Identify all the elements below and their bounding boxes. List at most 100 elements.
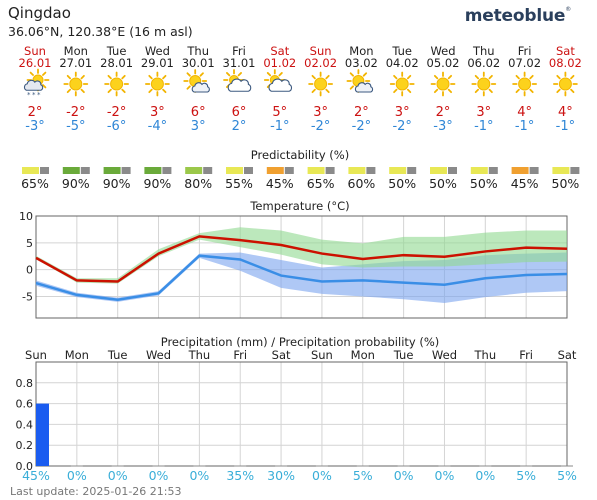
cloud-sun-icon — [223, 69, 252, 92]
cloud-glyph — [354, 82, 374, 93]
predictability-bar-rest — [40, 167, 49, 174]
sun-glyph — [471, 71, 497, 97]
sun-icon — [104, 71, 130, 97]
predictability-value: 90% — [62, 176, 90, 191]
predictability-bar — [144, 167, 162, 174]
precip-probability: 35% — [226, 468, 254, 483]
temp-max: 4° — [558, 105, 573, 120]
max-temp-line — [35, 235, 568, 283]
predictability-bar — [226, 167, 243, 174]
predictability-value: 55% — [225, 176, 253, 191]
predictability-bar-rest — [80, 167, 90, 174]
cloud-sun-icon — [263, 69, 293, 92]
predictability-bar — [103, 167, 121, 174]
brand-logo-mark: ® — [565, 6, 571, 13]
location-coordinates: 36.06°N, 120.38°E (16 m asl) — [8, 24, 193, 39]
sun-glyph — [430, 71, 456, 97]
temp-min: 2° — [232, 119, 247, 134]
predictability-value: 45% — [266, 176, 294, 191]
sun-icon — [389, 71, 415, 97]
precip-probability: 0% — [394, 468, 414, 483]
precip-y-tick: 0.4 — [16, 418, 34, 431]
day-date: 02.02 — [304, 56, 337, 70]
temp-max: 4° — [517, 105, 532, 120]
day-date: 04.02 — [386, 56, 419, 70]
predictability-bar — [266, 167, 284, 174]
predictability-bar — [552, 167, 570, 174]
svg-text:*: * — [37, 91, 41, 99]
predictability-bar-rest — [203, 167, 213, 174]
day-date: 28.01 — [100, 56, 133, 70]
day-date: 31.01 — [223, 56, 256, 70]
cloud-glyph — [191, 82, 210, 93]
day-date: 06.02 — [467, 56, 500, 70]
predictability-bar — [22, 167, 39, 174]
precip-day-label: Sat — [272, 348, 291, 362]
day-name: Sun — [310, 44, 332, 58]
temp-max: 5° — [272, 105, 287, 120]
predictability-bar — [62, 167, 80, 174]
precip-bar — [36, 403, 49, 466]
temp-min: -2° — [392, 119, 411, 134]
predictability-value: 50% — [429, 176, 457, 191]
predictability-value: 65% — [307, 176, 335, 191]
location-name: Qingdao — [8, 4, 71, 22]
sun-icon — [430, 71, 456, 97]
precip-day-label: Fri — [519, 348, 533, 362]
svg-text:*: * — [27, 91, 31, 99]
predictability-bar-rest — [448, 167, 457, 174]
brand-logo-text: meteoblue — [464, 6, 566, 26]
temp-max: 3° — [313, 105, 328, 120]
precip-day-label: Mon — [65, 348, 89, 362]
day-date: 27.01 — [59, 56, 92, 70]
temp-max: -2° — [66, 105, 85, 120]
precip-probability: 0% — [149, 468, 169, 483]
temp-min: -1° — [515, 119, 534, 134]
precip-y-tick: 0.6 — [16, 398, 34, 411]
precip-day-label: Fri — [233, 348, 247, 362]
precip-plot-frame — [35, 361, 568, 467]
day-date: 07.02 — [508, 56, 541, 70]
last-update: Last update: 2025-01-26 21:53 — [10, 485, 182, 498]
temp-y-tick: 5 — [26, 237, 33, 250]
temp-min: -3° — [25, 119, 44, 134]
day-name: Fri — [232, 44, 246, 58]
precip-day-label: Wed — [146, 348, 171, 362]
temp-min: -5° — [66, 119, 85, 134]
sun-icon — [553, 71, 578, 97]
temp-min: -6° — [107, 119, 126, 134]
precip-day-label: Tue — [393, 348, 414, 362]
temp-y-tick: 10 — [19, 210, 33, 223]
sun-glyph — [308, 71, 334, 97]
day-name: Thu — [472, 44, 495, 58]
max-temp-range-band — [36, 227, 567, 284]
predictability-bar-rest — [325, 167, 335, 174]
predictability-bar-rest — [284, 167, 294, 174]
day-name: Tue — [106, 44, 127, 58]
day-name: Tue — [391, 44, 412, 58]
brand-logo[interactable]: meteoblue® — [465, 6, 571, 26]
predictability-bar — [307, 167, 325, 174]
precip-probability: 5% — [516, 468, 536, 483]
precip-day-label: Mon — [351, 348, 375, 362]
svg-text:*: * — [32, 91, 36, 99]
sun-cloud-snow-icon: * * * — [23, 68, 50, 99]
temp-min: -3° — [433, 119, 452, 134]
precip-probability: 5% — [557, 468, 577, 483]
day-name: Wed — [430, 44, 455, 58]
cloud-glyph — [227, 78, 252, 92]
day-name: Wed — [145, 44, 170, 58]
temp-max: 2° — [28, 105, 43, 120]
precip-day-label: Tue — [107, 348, 128, 362]
temp-max: 2° — [354, 105, 369, 120]
precip-probability: 5% — [353, 468, 373, 483]
predictability-bar-rest — [244, 167, 253, 174]
temp-y-tick: 0 — [26, 264, 33, 277]
cloud-glyph — [268, 78, 293, 92]
predictability-value: 50% — [552, 176, 580, 191]
temp-max: 3° — [150, 105, 165, 120]
temp-max: 3° — [476, 105, 491, 120]
day-date: 01.02 — [263, 56, 296, 70]
predictability-bar — [389, 167, 407, 174]
day-name: Mon — [64, 44, 88, 58]
